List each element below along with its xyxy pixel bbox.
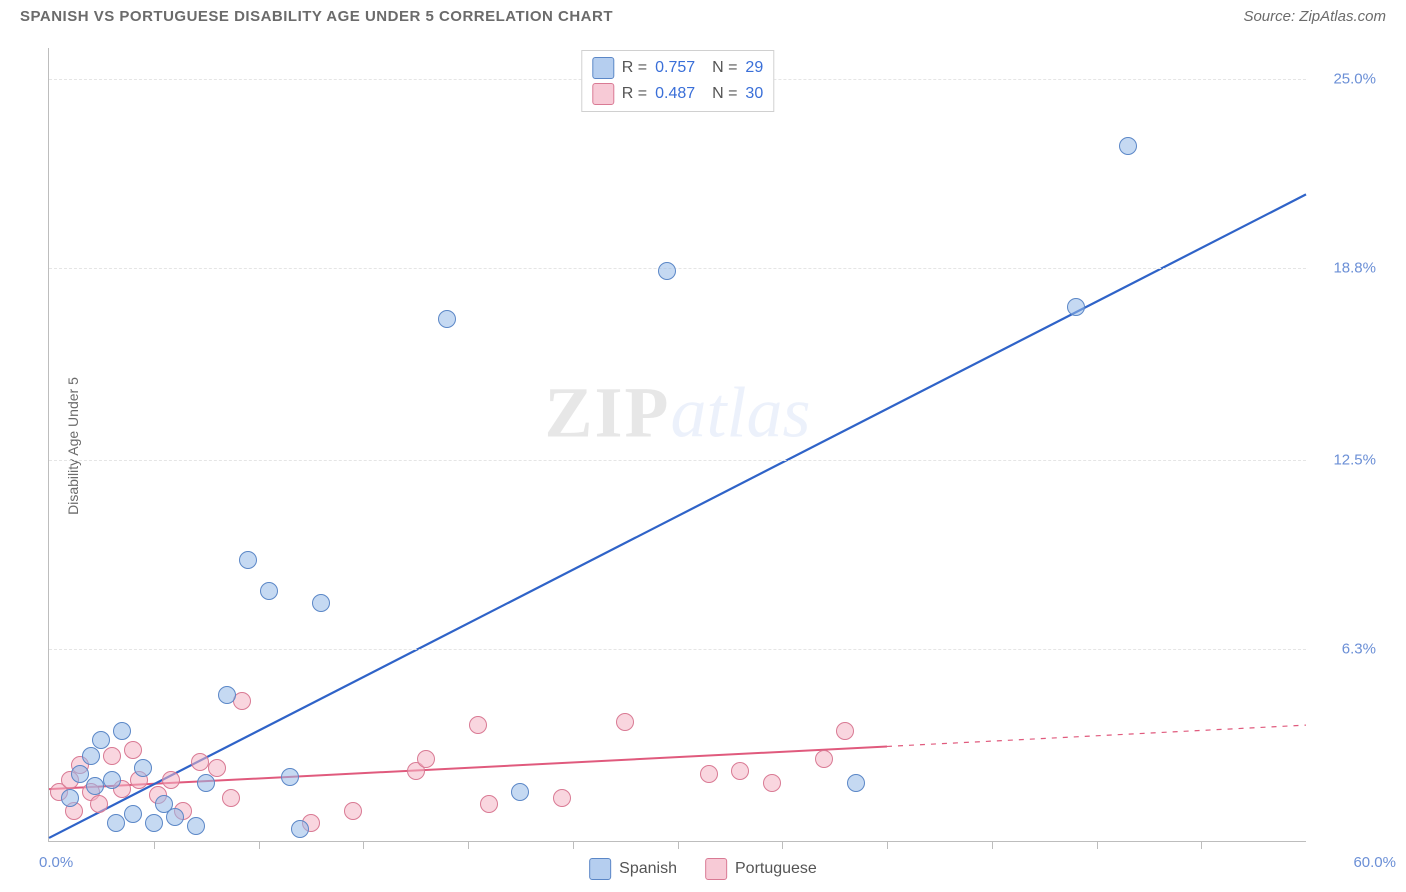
data-point <box>700 765 718 783</box>
data-point <box>103 771 121 789</box>
legend-row-spanish: R = 0.757 N = 29 <box>592 55 763 81</box>
data-point <box>134 759 152 777</box>
header: SPANISH VS PORTUGUESE DISABILITY AGE UND… <box>0 0 1406 29</box>
x-origin-label: 0.0% <box>39 854 73 871</box>
swatch-icon <box>589 858 611 880</box>
n-value: 30 <box>745 85 763 103</box>
legend-label: Portuguese <box>735 860 817 878</box>
x-tick <box>1097 841 1098 849</box>
x-tick <box>678 841 679 849</box>
data-point <box>86 777 104 795</box>
y-tick-label: 25.0% <box>1316 70 1376 87</box>
data-point <box>187 817 205 835</box>
x-tick <box>259 841 260 849</box>
r-value: 0.487 <box>655 85 695 103</box>
data-point <box>616 713 634 731</box>
data-point <box>658 262 676 280</box>
data-point <box>417 750 435 768</box>
chart-title: SPANISH VS PORTUGUESE DISABILITY AGE UND… <box>20 8 613 25</box>
data-point <box>197 774 215 792</box>
legend-label: Spanish <box>619 860 677 878</box>
x-tick <box>154 841 155 849</box>
data-point <box>291 820 309 838</box>
data-point <box>836 722 854 740</box>
x-tick <box>363 841 364 849</box>
data-point <box>162 771 180 789</box>
grid-line <box>49 649 1306 650</box>
swatch-icon <box>705 858 727 880</box>
data-point <box>124 805 142 823</box>
data-point <box>847 774 865 792</box>
data-point <box>61 789 79 807</box>
data-point <box>103 747 121 765</box>
series-legend: Spanish Portuguese <box>589 858 817 880</box>
data-point <box>344 802 362 820</box>
data-point <box>166 808 184 826</box>
x-tick <box>887 841 888 849</box>
swatch-icon <box>592 57 614 79</box>
swatch-icon <box>592 83 614 105</box>
data-point <box>438 310 456 328</box>
data-point <box>469 716 487 734</box>
y-tick-label: 6.3% <box>1316 640 1376 657</box>
data-point <box>222 789 240 807</box>
data-point <box>731 762 749 780</box>
y-tick-label: 18.8% <box>1316 259 1376 276</box>
data-point <box>145 814 163 832</box>
grid-line <box>49 460 1306 461</box>
r-label: R = <box>622 85 647 103</box>
data-point <box>815 750 833 768</box>
data-point <box>553 789 571 807</box>
data-point <box>82 747 100 765</box>
data-point <box>113 722 131 740</box>
legend-row-portuguese: R = 0.487 N = 30 <box>592 81 763 107</box>
x-tick <box>468 841 469 849</box>
data-point <box>312 594 330 612</box>
data-point <box>480 795 498 813</box>
n-label: N = <box>703 85 737 103</box>
data-point <box>281 768 299 786</box>
n-label: N = <box>703 59 737 77</box>
n-value: 29 <box>745 59 763 77</box>
data-point <box>218 686 236 704</box>
r-label: R = <box>622 59 647 77</box>
legend-item-spanish: Spanish <box>589 858 677 880</box>
data-point <box>511 783 529 801</box>
data-point <box>90 795 108 813</box>
legend-item-portuguese: Portuguese <box>705 858 817 880</box>
chart-plot-area: ZIPatlas R = 0.757 N = 29 R = 0.487 N = … <box>48 48 1306 842</box>
x-tick <box>992 841 993 849</box>
data-point <box>763 774 781 792</box>
regression-lines <box>49 48 1306 841</box>
data-point <box>124 741 142 759</box>
x-tick <box>573 841 574 849</box>
data-point <box>1119 137 1137 155</box>
data-point <box>92 731 110 749</box>
source-label: Source: ZipAtlas.com <box>1243 8 1386 25</box>
data-point <box>107 814 125 832</box>
x-tick <box>1201 841 1202 849</box>
y-tick-label: 12.5% <box>1316 451 1376 468</box>
correlation-legend: R = 0.757 N = 29 R = 0.487 N = 30 <box>581 50 774 112</box>
grid-line <box>49 268 1306 269</box>
data-point <box>239 551 257 569</box>
r-value: 0.757 <box>655 59 695 77</box>
x-tick <box>782 841 783 849</box>
data-point <box>1067 298 1085 316</box>
data-point <box>191 753 209 771</box>
data-point <box>260 582 278 600</box>
x-max-label: 60.0% <box>1353 854 1396 871</box>
